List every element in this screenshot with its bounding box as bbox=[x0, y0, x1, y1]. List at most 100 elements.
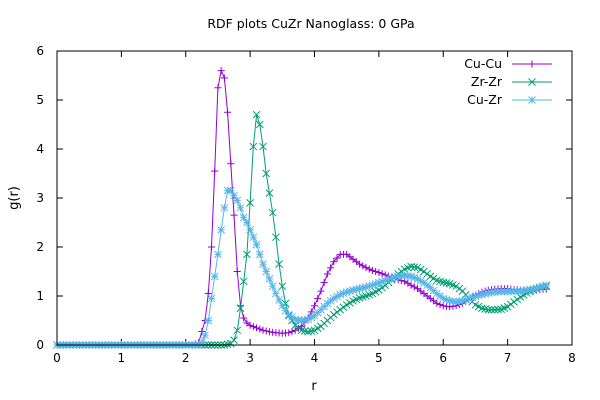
data-point bbox=[275, 260, 283, 269]
data-point bbox=[259, 142, 267, 151]
data-point bbox=[452, 282, 460, 291]
data-point bbox=[239, 213, 248, 222]
data-point bbox=[259, 260, 267, 269]
data-point bbox=[330, 258, 338, 266]
data-point bbox=[220, 203, 229, 212]
data-point bbox=[226, 186, 235, 195]
data-point bbox=[259, 326, 267, 334]
data-point bbox=[407, 281, 415, 289]
y-tick-label: 5 bbox=[36, 93, 44, 107]
data-point bbox=[317, 287, 325, 295]
data-point bbox=[439, 278, 448, 287]
data-point bbox=[433, 299, 441, 307]
data-point bbox=[224, 108, 232, 116]
data-point bbox=[233, 326, 242, 335]
data-point bbox=[490, 305, 499, 314]
data-point bbox=[481, 305, 489, 313]
data-point bbox=[510, 298, 518, 306]
y-tick-label: 4 bbox=[36, 142, 44, 156]
data-point bbox=[211, 167, 219, 175]
legend-marker bbox=[528, 96, 536, 104]
legend: Cu-Cu Zr-Zr Cu-Zr bbox=[464, 56, 552, 107]
data-point bbox=[455, 284, 464, 293]
data-point bbox=[265, 189, 274, 197]
y-tick-label: 1 bbox=[36, 289, 44, 303]
data-point bbox=[311, 302, 318, 310]
data-point bbox=[297, 326, 306, 335]
data-point bbox=[320, 279, 328, 287]
y-tick-label: 0 bbox=[36, 338, 44, 352]
data-point bbox=[236, 304, 245, 313]
data-point bbox=[208, 243, 215, 251]
data-point bbox=[494, 305, 502, 314]
data-point bbox=[436, 301, 444, 309]
data-point bbox=[375, 268, 383, 276]
data-point bbox=[365, 265, 373, 273]
data-point bbox=[294, 323, 303, 332]
data-point bbox=[201, 331, 209, 340]
data-point bbox=[378, 283, 386, 292]
data-point bbox=[217, 225, 226, 234]
x-tick-label: 2 bbox=[182, 351, 190, 365]
data-point bbox=[513, 295, 522, 304]
data-point bbox=[307, 327, 316, 335]
x-tick-label: 1 bbox=[118, 351, 126, 365]
data-point bbox=[355, 284, 364, 293]
data-point bbox=[230, 191, 238, 200]
legend-label: Cu-Cu bbox=[464, 56, 502, 71]
data-point bbox=[272, 233, 280, 242]
legend-label: Cu-Zr bbox=[467, 92, 503, 107]
data-point bbox=[278, 282, 287, 291]
x-tick-label: 6 bbox=[439, 351, 447, 365]
data-point bbox=[255, 250, 264, 259]
y-tick-label: 6 bbox=[36, 44, 44, 58]
x-tick-label: 5 bbox=[375, 351, 383, 365]
data-point bbox=[410, 263, 419, 271]
data-point bbox=[333, 254, 341, 262]
data-point bbox=[503, 302, 512, 311]
data-point bbox=[240, 314, 248, 322]
data-point bbox=[268, 208, 277, 217]
data-point bbox=[246, 225, 254, 234]
data-point bbox=[204, 316, 213, 325]
data-point bbox=[291, 321, 300, 330]
data-point bbox=[230, 211, 238, 219]
data-point bbox=[223, 340, 232, 349]
legend-marker bbox=[528, 78, 536, 86]
data-point bbox=[227, 160, 235, 168]
data-point bbox=[378, 270, 386, 278]
legend-label: Zr-Zr bbox=[471, 74, 503, 89]
data-point bbox=[262, 267, 271, 276]
data-point bbox=[506, 300, 515, 309]
data-point bbox=[410, 283, 418, 291]
data-point bbox=[420, 267, 428, 276]
y-tick-label: 2 bbox=[36, 240, 44, 254]
data-point bbox=[368, 267, 376, 275]
data-point bbox=[268, 282, 277, 291]
data-point bbox=[249, 323, 257, 331]
data-point bbox=[442, 279, 451, 287]
data-point bbox=[423, 270, 432, 278]
data-point bbox=[407, 262, 415, 271]
data-point bbox=[339, 303, 348, 312]
chart-title: RDF plots CuZr Nanoglass: 0 GPa bbox=[207, 16, 414, 31]
x-tick-label: 7 bbox=[504, 351, 512, 365]
data-point bbox=[210, 272, 219, 281]
x-tick-label: 3 bbox=[246, 351, 254, 365]
plot-frame bbox=[56, 50, 573, 346]
data-point bbox=[288, 328, 296, 336]
data-point bbox=[327, 264, 335, 272]
data-point bbox=[207, 294, 216, 303]
data-point bbox=[239, 277, 248, 286]
data-point bbox=[214, 250, 222, 259]
data-point bbox=[256, 325, 264, 333]
data-point bbox=[253, 324, 261, 332]
data-point bbox=[214, 84, 222, 92]
data-point bbox=[278, 301, 287, 310]
data-point bbox=[487, 305, 496, 314]
data-point bbox=[336, 305, 345, 314]
y-tick-label: 3 bbox=[36, 191, 44, 205]
data-point bbox=[243, 250, 251, 259]
